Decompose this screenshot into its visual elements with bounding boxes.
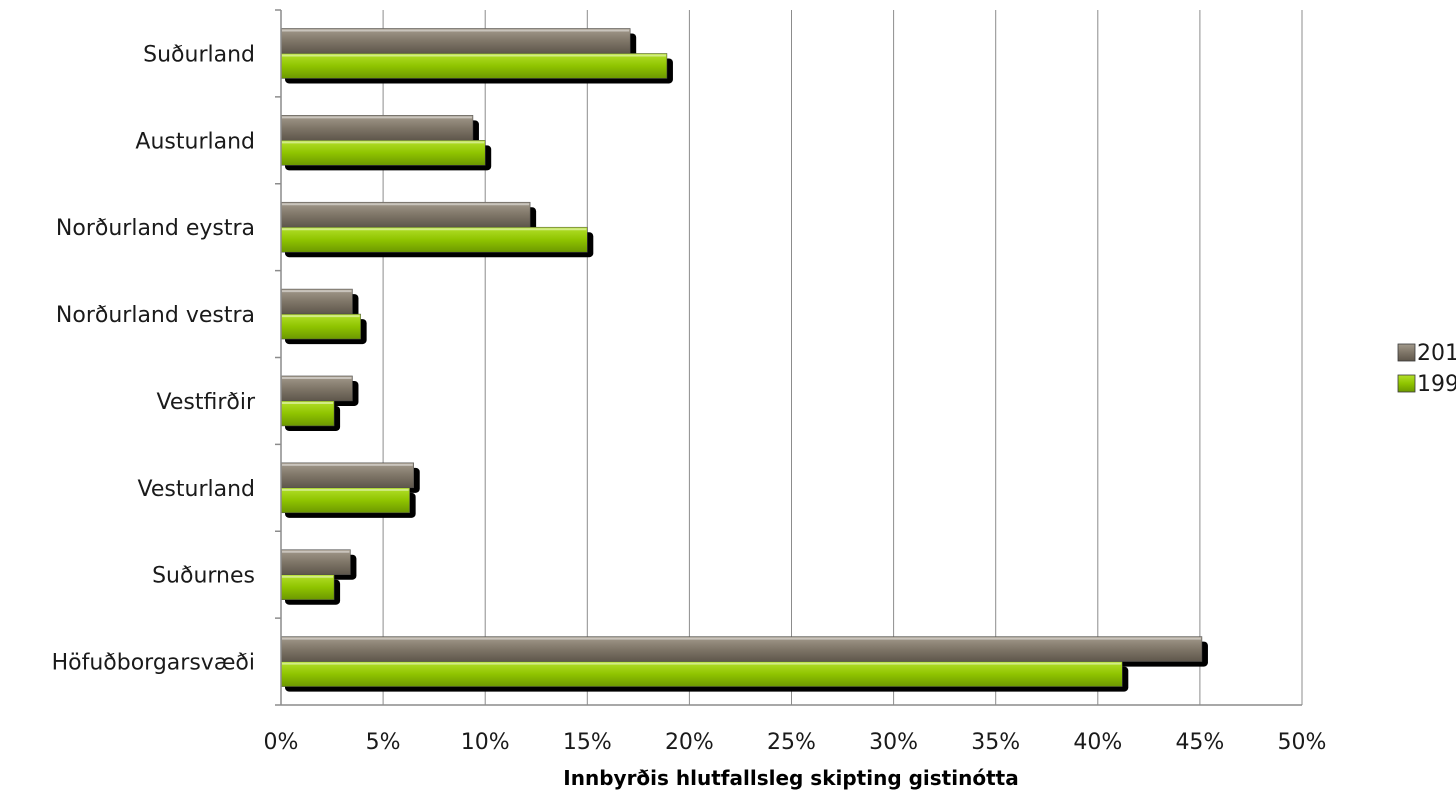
category-label: Vesturland bbox=[138, 477, 255, 502]
bar-2012 bbox=[280, 201, 531, 228]
legend-swatch bbox=[1397, 374, 1416, 393]
bar-1998 bbox=[280, 140, 486, 166]
bar-1998 bbox=[280, 574, 335, 600]
bar-2012 bbox=[280, 115, 474, 141]
x-tick-label: 20% bbox=[665, 730, 714, 755]
category-label: Norðurland vestra bbox=[56, 303, 255, 328]
bar-1998 bbox=[280, 487, 410, 514]
bar-1998 bbox=[280, 226, 588, 253]
x-tick-label: 45% bbox=[1175, 730, 1224, 755]
bar-2012 bbox=[280, 636, 1203, 662]
gridlines bbox=[382, 10, 1303, 705]
x-tick-label: 5% bbox=[366, 730, 401, 755]
category-label: Austurland bbox=[135, 129, 255, 154]
x-axis-title: Innbyrðis hlutfallsleg skipting gistinót… bbox=[563, 766, 1018, 790]
x-tick-label: 15% bbox=[563, 730, 612, 755]
bar-2012 bbox=[280, 462, 414, 489]
x-tick-label: 10% bbox=[461, 730, 510, 755]
category-label: Suðurnes bbox=[152, 564, 255, 589]
legend: 2012 1998 bbox=[1397, 341, 1456, 397]
category-label: Höfuðborgarsvæði bbox=[52, 651, 255, 676]
bar-1998 bbox=[280, 400, 335, 427]
bars bbox=[280, 28, 1203, 687]
x-tick-label: 30% bbox=[869, 730, 918, 755]
bar-2012 bbox=[280, 28, 631, 54]
bar-1998 bbox=[280, 661, 1123, 687]
category-label: Norðurland eystra bbox=[56, 216, 255, 241]
x-tick-label: 25% bbox=[767, 730, 816, 755]
x-tick-label: 0% bbox=[264, 730, 299, 755]
bar-2012 bbox=[280, 288, 353, 315]
bar-2012 bbox=[280, 375, 353, 402]
legend-swatch bbox=[1397, 343, 1416, 362]
category-label: Suðurland bbox=[143, 42, 255, 67]
legend-label: 1998 bbox=[1417, 372, 1456, 397]
category-label: Vestfirðir bbox=[157, 390, 256, 415]
x-tick-label: 35% bbox=[971, 730, 1020, 755]
x-tick-label: 50% bbox=[1278, 730, 1327, 755]
bar-1998 bbox=[280, 313, 361, 340]
legend-label: 2012 bbox=[1417, 341, 1456, 366]
x-tick-label: 40% bbox=[1073, 730, 1122, 755]
axes bbox=[275, 9, 1302, 706]
bar-1998 bbox=[280, 53, 668, 79]
labels: 0% 5% 10% 15% 20% 25% 30% 35% 40% 45% 50% Suðurland… bbox=[52, 42, 1327, 755]
bar-2012 bbox=[280, 549, 351, 575]
